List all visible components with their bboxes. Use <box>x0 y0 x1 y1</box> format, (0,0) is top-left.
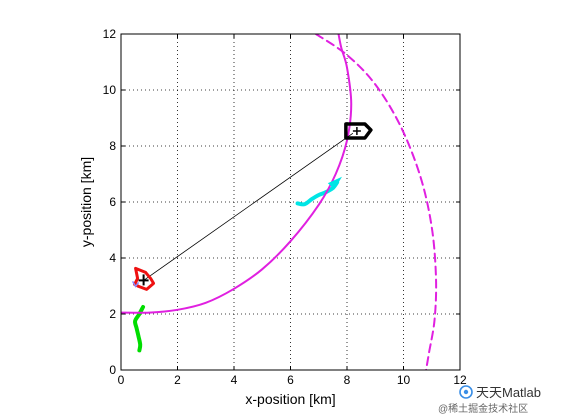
cyan-arrowhead-icon <box>327 176 342 190</box>
series-line-of-sight <box>143 133 354 281</box>
x-tick-label: 0 <box>118 373 125 387</box>
x-axis-label: x-position [km] <box>245 391 335 407</box>
x-tick-label: 2 <box>174 373 181 387</box>
series-circle-solid <box>121 34 353 314</box>
target-wake-mark <box>131 281 140 288</box>
x-tick-label: 4 <box>231 373 238 387</box>
y-tick-label: 8 <box>109 139 116 153</box>
watermark: 天天Matlab @稀土掘金技术社区 <box>438 385 541 415</box>
series-trajectory-green <box>133 305 146 353</box>
watermark-subtitle: @稀土掘金技术社区 <box>438 402 528 415</box>
watermark-title: 天天Matlab <box>476 385 541 400</box>
axis-ticks: 0 2 4 6 8 10 12 0 2 4 6 8 10 12 <box>103 27 467 387</box>
x-tick-label: 6 <box>287 373 294 387</box>
x-tick-label: 8 <box>344 373 351 387</box>
y-tick-label: 4 <box>109 251 116 265</box>
series-circle-dashed <box>314 34 438 370</box>
y-axis-label: y-position [km] <box>78 157 94 247</box>
ship-marker-icon <box>344 122 373 140</box>
y-tick-label: 6 <box>109 195 116 209</box>
watermark-logo-icon <box>459 385 473 399</box>
x-tick-label: 10 <box>397 373 411 387</box>
y-tick-label: 2 <box>109 307 116 321</box>
target-marker-icon <box>133 266 156 291</box>
plot-area <box>121 34 438 370</box>
x-tick-label: 12 <box>453 373 467 387</box>
y-tick-label: 12 <box>103 27 117 41</box>
grid <box>121 34 460 370</box>
y-tick-label: 10 <box>103 83 117 97</box>
y-tick-label: 0 <box>109 363 116 377</box>
